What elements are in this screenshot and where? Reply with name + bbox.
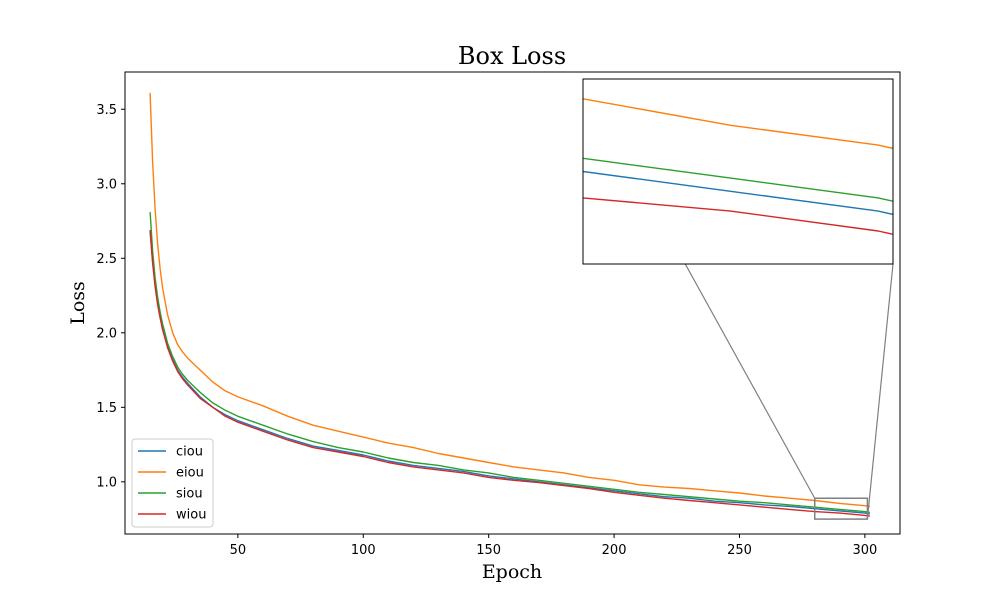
x-tick-label: 250 [727,543,752,558]
x-tick-label: 200 [602,543,627,558]
x-tick-label: 300 [852,543,877,558]
main-plot-lines [149,92,871,517]
x-tick-label: 50 [230,543,247,558]
legend: ciou eiou siou wiou [131,438,214,528]
y-axis-ticks: 1.0 1.5 2.0 2.5 3.0 3.5 [96,103,125,490]
y-tick-label: 1.5 [96,401,117,416]
series-line-eiou [149,92,870,508]
x-axis-label: Epoch [482,561,542,583]
legend-label-siou: siou [176,487,203,502]
legend-label-eiou: eiou [176,466,204,481]
y-axis-label: Loss [67,281,89,325]
x-tick-label: 100 [351,543,376,558]
legend-box [131,438,214,528]
y-tick-label: 1.0 [96,475,117,490]
chart-title: Box Loss [458,42,566,70]
x-axis-ticks: 50 100 150 200 250 300 [230,534,877,558]
legend-label-wiou: wiou [176,508,206,523]
series-line-wiou [149,229,870,517]
legend-label-ciou: ciou [176,445,203,460]
inset-frame [582,78,894,265]
y-tick-label: 2.0 [96,326,117,341]
main-plot-frame [124,71,901,535]
zoom-connector-line [866,263,894,520]
y-tick-label: 2.5 [96,252,117,267]
zoom-region-box [813,497,869,520]
series-line-siou [149,212,871,514]
y-tick-label: 3.5 [96,103,117,118]
x-tick-label: 150 [476,543,501,558]
y-tick-label: 3.0 [96,177,117,192]
inset-background [583,79,893,264]
